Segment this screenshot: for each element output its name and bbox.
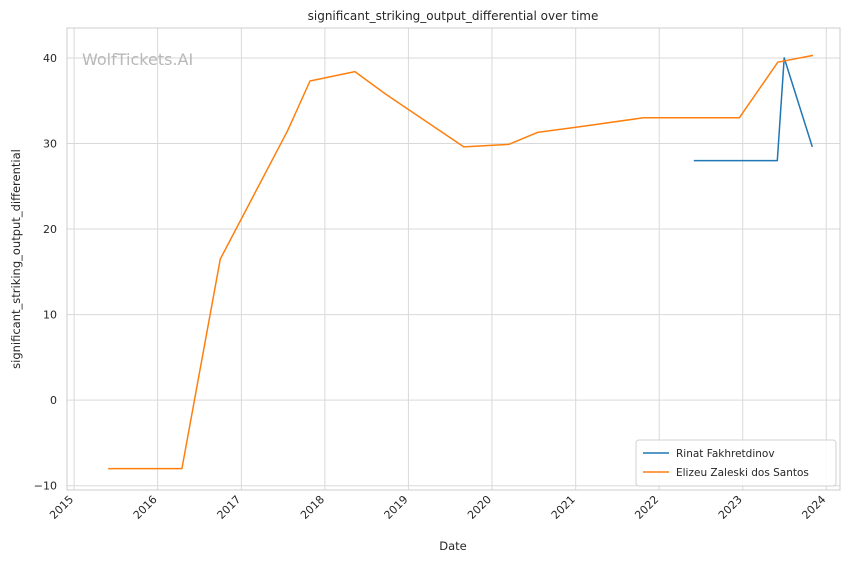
- y-tick-label: 10: [43, 309, 57, 322]
- x-axis-title: Date: [439, 539, 467, 553]
- series-line-elizeu-zaleski-dos-santos: [108, 54, 814, 470]
- y-tick-label: −10: [34, 480, 57, 493]
- y-tick-label: 40: [43, 52, 57, 65]
- legend-box: [635, 439, 837, 487]
- legend-label-rinat-fakhretdinov: Rinat Fakhretdinov: [676, 448, 775, 460]
- grid-layer: [67, 28, 840, 490]
- chart-title: significant_striking_output_differential…: [308, 9, 599, 23]
- y-tick-label: 0: [50, 394, 57, 407]
- watermark: WolfTickets.AI: [82, 50, 193, 69]
- series-layer: [108, 54, 814, 470]
- series-line-rinat-fakhretdinov: [693, 57, 814, 162]
- legend-label-elizeu-zaleski-dos-santos: Elizeu Zaleski dos Santos: [676, 467, 809, 479]
- y-tick-label: 20: [43, 223, 57, 236]
- plot-area-frame: [66, 27, 841, 491]
- y-tick-label: 30: [43, 138, 57, 151]
- y-axis-title: significant_striking_output_differential: [9, 149, 23, 369]
- legend: Rinat Fakhretdinov Elizeu Zaleski dos Sa…: [635, 439, 837, 487]
